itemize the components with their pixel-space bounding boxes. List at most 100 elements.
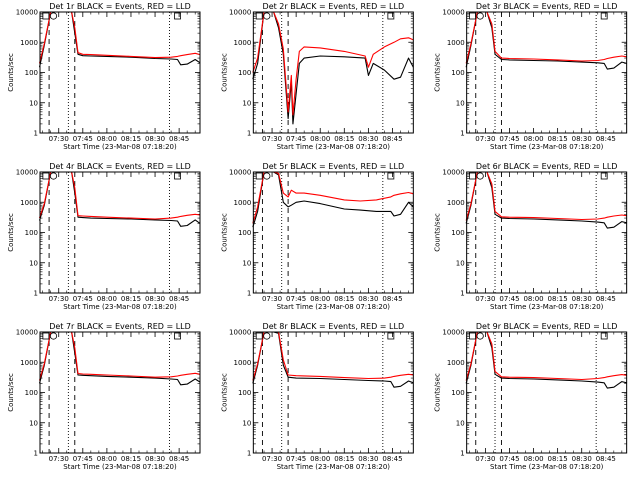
y-tick-label: 1000 — [20, 359, 38, 367]
circle-symbol — [263, 12, 271, 20]
y-axis-label: Counts/sec — [434, 373, 442, 412]
y-tick-label: 1000 — [447, 39, 465, 47]
y-tick-label: 10000 — [442, 9, 464, 17]
x-axis-label: Start Time (23-Mar-08 07:18:20) — [490, 303, 604, 311]
x-tick-label: 08:15 — [121, 455, 141, 463]
events-series-line — [252, 331, 414, 388]
x-axis-label: Start Time (23-Mar-08 07:18:20) — [490, 143, 604, 151]
x-tick-label: 08:15 — [334, 455, 354, 463]
y-tick-label: 10000 — [442, 329, 464, 337]
plot-frame — [252, 11, 414, 134]
y-tick-label: 10000 — [442, 169, 464, 177]
y-tick-label: 10 — [29, 259, 38, 267]
circle-symbol — [49, 172, 58, 180]
y-tick-label: 1 — [247, 290, 251, 298]
chart-panel-3: Det 3r BLACK = Events, RED = LLD 1 10 100 10… — [434, 2, 628, 151]
x-tick-label: 07:30 — [49, 135, 69, 143]
y-tick-label: 10000 — [16, 169, 38, 177]
x-tick-label: 08:30 — [145, 455, 165, 463]
y-axis-label: Counts/sec — [220, 213, 228, 252]
y-tick-label: 10 — [242, 99, 251, 107]
y-axis-label: Counts/sec — [434, 213, 442, 252]
x-tick-label: 07:30 — [475, 295, 495, 303]
x-tick-label: 08:00 — [310, 455, 330, 463]
square-symbol — [469, 172, 476, 180]
x-tick-label: 07:45 — [286, 295, 306, 303]
y-tick-label: 100 — [238, 69, 251, 77]
chart-panel-5: Det 5r BLACK = Events, RED = LLD 1 10 100 10… — [220, 162, 414, 311]
x-tick-label: 08:45 — [382, 455, 402, 463]
x-axis-label: Start Time (23-Mar-08 07:18:20) — [63, 143, 177, 151]
x-tick-label: 08:00 — [97, 455, 117, 463]
x-tick-label: 08:15 — [548, 455, 568, 463]
x-tick-label: 07:30 — [262, 455, 282, 463]
y-tick-label: 1000 — [20, 39, 38, 47]
y-tick-label: 100 — [25, 69, 38, 77]
y-tick-label: 10000 — [16, 329, 38, 337]
lld-series-line — [38, 11, 201, 64]
y-tick-label: 10000 — [229, 9, 251, 17]
y-tick-label: 10 — [456, 99, 465, 107]
lld-series-line — [252, 171, 414, 224]
x-tick-label: 08:00 — [310, 295, 330, 303]
y-axis-label: Counts/sec — [434, 53, 442, 92]
square-symbol — [387, 172, 395, 180]
x-tick-label: 08:30 — [572, 295, 592, 303]
square-symbol — [42, 332, 50, 340]
x-axis-label: Start Time (23-Mar-08 07:18:20) — [490, 463, 604, 471]
y-tick-label: 1 — [460, 450, 464, 458]
x-tick-label: 07:45 — [73, 135, 93, 143]
y-tick-label: 10000 — [229, 169, 251, 177]
chart-title: Det 6r BLACK = Events, RED = LLD — [476, 162, 618, 171]
lld-series-line — [252, 11, 414, 116]
x-tick-label: 07:30 — [475, 455, 495, 463]
square-symbol — [255, 12, 263, 20]
x-tick-label: 08:00 — [523, 455, 543, 463]
y-tick-label: 1 — [247, 450, 251, 458]
x-tick-label: 07:45 — [499, 295, 519, 303]
square-symbol — [255, 332, 263, 340]
y-tick-label: 1 — [34, 130, 38, 138]
circle-symbol — [263, 172, 271, 180]
x-axis-label: Start Time (23-Mar-08 07:18:20) — [277, 143, 391, 151]
plot-frame — [252, 171, 414, 294]
events-series-line — [38, 331, 201, 386]
y-tick-label: 100 — [451, 389, 464, 397]
square-symbol — [174, 12, 181, 20]
y-tick-label: 1000 — [234, 199, 252, 207]
x-tick-label: 08:15 — [121, 135, 141, 143]
y-axis-label: Counts/sec — [7, 53, 15, 92]
y-tick-label: 10000 — [16, 9, 38, 17]
y-tick-label: 100 — [451, 229, 464, 237]
plot-frame — [252, 331, 414, 454]
circle-symbol — [49, 332, 58, 340]
y-tick-label: 10 — [242, 259, 251, 267]
y-tick-label: 1000 — [447, 199, 465, 207]
x-tick-label: 08:45 — [169, 455, 189, 463]
y-tick-label: 10 — [29, 99, 38, 107]
y-tick-label: 1000 — [20, 199, 38, 207]
events-series-line — [252, 171, 414, 228]
x-axis-label: Start Time (23-Mar-08 07:18:20) — [277, 303, 391, 311]
x-tick-label: 08:00 — [523, 135, 543, 143]
chart-panel-8: Det 8r BLACK = Events, RED = LLD 1 10 100 10… — [220, 322, 414, 471]
x-tick-label: 08:15 — [121, 295, 141, 303]
chart-title: Det 2r BLACK = Events, RED = LLD — [263, 2, 405, 11]
x-tick-label: 08:00 — [97, 295, 117, 303]
y-tick-label: 1000 — [447, 359, 465, 367]
circle-symbol — [49, 12, 58, 20]
y-tick-label: 100 — [238, 229, 251, 237]
chart-panel-6: Det 6r BLACK = Events, RED = LLD 1 10 100 10… — [434, 162, 628, 311]
circle-symbol — [263, 332, 271, 340]
y-tick-label: 10 — [29, 419, 38, 427]
square-symbol — [42, 172, 50, 180]
x-axis-label: Start Time (23-Mar-08 07:18:20) — [277, 463, 391, 471]
y-axis-label: Counts/sec — [7, 373, 15, 412]
y-tick-label: 1 — [34, 290, 38, 298]
chart-title: Det 9r BLACK = Events, RED = LLD — [476, 322, 618, 331]
x-tick-label: 08:45 — [596, 135, 616, 143]
y-tick-label: 100 — [25, 229, 38, 237]
x-tick-label: 07:30 — [49, 455, 69, 463]
x-axis-label: Start Time (23-Mar-08 07:18:20) — [63, 303, 177, 311]
